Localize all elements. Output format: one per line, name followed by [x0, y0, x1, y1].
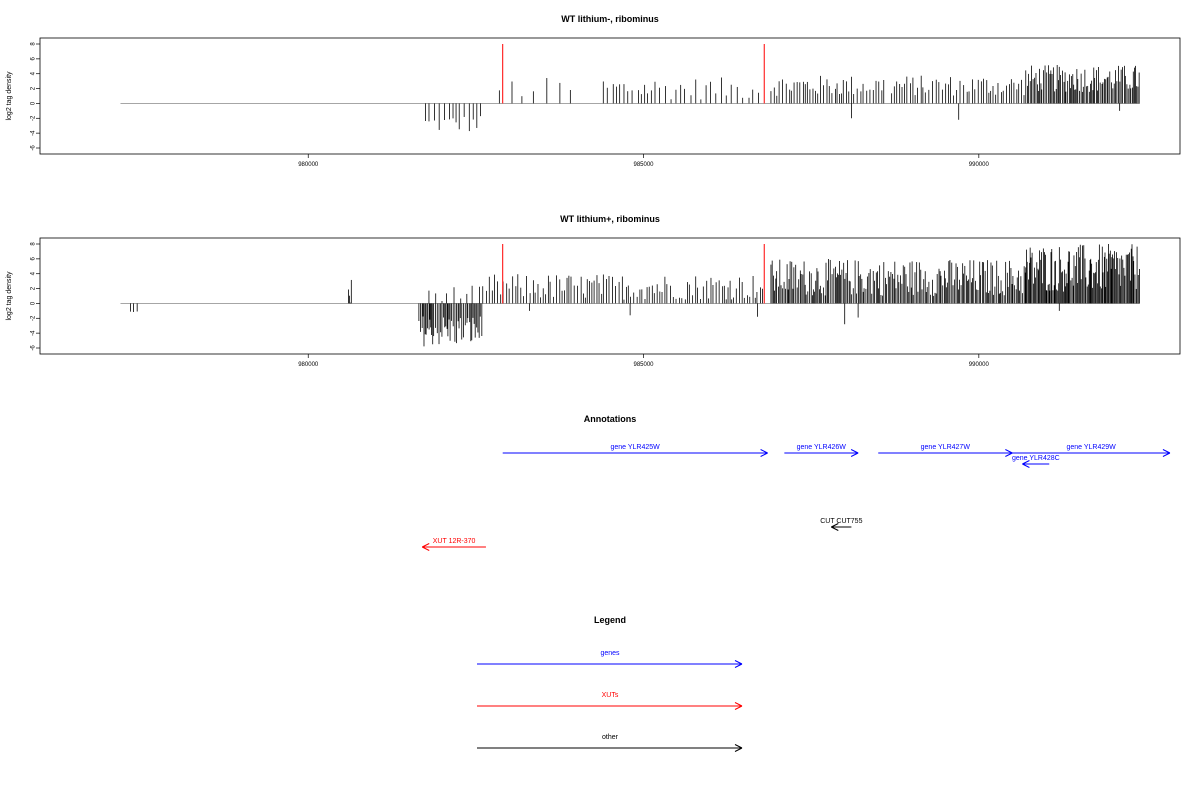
- chart-title: WT lithium+, ribominus: [560, 214, 660, 224]
- annotations-title: Annotations: [584, 414, 637, 424]
- legend-items: genes XUTs other: [477, 650, 743, 752]
- y-axis-label: log2 tag density: [6, 271, 13, 321]
- legend-label: genes: [600, 650, 620, 657]
- y-tick-label: 2: [31, 286, 37, 290]
- density-bars: [120, 244, 1140, 347]
- y-tick-label: -4: [31, 330, 37, 336]
- legend-arrow: [477, 702, 743, 710]
- y-tick-label: -4: [31, 130, 37, 136]
- x-tick-label: 985000: [634, 362, 655, 368]
- annotation-arrow: [831, 523, 852, 531]
- annotation-arrow: [502, 449, 768, 457]
- annotation-arrow: [1012, 449, 1171, 457]
- track-wt-lithium-plus: WT lithium+, ribominus log2 tag density …: [6, 214, 1181, 368]
- y-tick-label: -2: [31, 315, 37, 321]
- y-tick-label: 8: [31, 242, 37, 246]
- y-axis: 8 6 4 2 0 -2 -4 -6: [31, 42, 40, 151]
- y-tick-label: -6: [31, 345, 37, 351]
- annotation-label: XUT 12R-370: [433, 538, 476, 545]
- legend-label: other: [602, 734, 619, 741]
- legend-title: Legend: [594, 615, 626, 625]
- annotation-label: gene YLR425W: [610, 444, 660, 451]
- legend-arrow: [477, 744, 743, 752]
- plot-frame: [39, 37, 1181, 155]
- y-tick-label: -2: [31, 115, 37, 121]
- y-tick-label: 2: [31, 86, 37, 90]
- chart-title: WT lithium-, ribominus: [561, 14, 659, 24]
- legend: Legend genes XUTs other: [477, 615, 743, 752]
- x-axis: 980000 985000 990000: [298, 154, 989, 168]
- annotation-arrow: [784, 449, 859, 457]
- annotation-arrow: [1022, 460, 1050, 468]
- track-wt-lithium-minus: WT lithium-, ribominus log2 tag density …: [6, 14, 1181, 168]
- x-tick-label: 985000: [634, 162, 655, 168]
- y-tick-label: 4: [31, 71, 37, 75]
- y-axis: 8 6 4 2 0 -2 -4 -6: [31, 242, 40, 351]
- x-axis: 980000 985000 990000: [298, 354, 989, 368]
- annotation-label: gene YLR427W: [921, 444, 971, 451]
- plot-frame: [39, 237, 1181, 355]
- y-tick-label: 4: [31, 271, 37, 275]
- y-tick-label: 0: [31, 301, 37, 305]
- y-tick-label: 6: [31, 57, 37, 61]
- y-tick-label: 0: [31, 101, 37, 105]
- y-tick-label: 6: [31, 257, 37, 261]
- x-tick-label: 990000: [969, 162, 990, 168]
- y-tick-label: 8: [31, 42, 37, 46]
- annotation-label: gene YLR428C: [1012, 455, 1060, 462]
- annotations-panel: Annotations gene YLR425W gene YLR426W gene…: [422, 414, 1171, 551]
- x-tick-label: 990000: [969, 362, 990, 368]
- annotation-label: gene YLR426W: [797, 444, 847, 451]
- annotation-arrow: [422, 543, 486, 551]
- annotation-arrow: [878, 449, 1013, 457]
- annotation-features: gene YLR425W gene YLR426W gene YLR427W gene…: [422, 444, 1171, 551]
- x-tick-label: 980000: [298, 162, 319, 168]
- y-tick-label: -6: [31, 145, 37, 151]
- y-axis-label: log2 tag density: [6, 71, 13, 121]
- annotation-label: CUT CUT755: [820, 518, 862, 525]
- legend-arrow: [477, 660, 743, 668]
- annotation-label: gene YLR429W: [1066, 444, 1116, 451]
- legend-label: XUTs: [602, 692, 619, 699]
- x-tick-label: 980000: [298, 362, 319, 368]
- density-bars: [120, 44, 1140, 132]
